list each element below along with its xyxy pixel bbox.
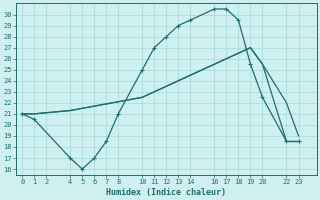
- X-axis label: Humidex (Indice chaleur): Humidex (Indice chaleur): [106, 188, 226, 197]
